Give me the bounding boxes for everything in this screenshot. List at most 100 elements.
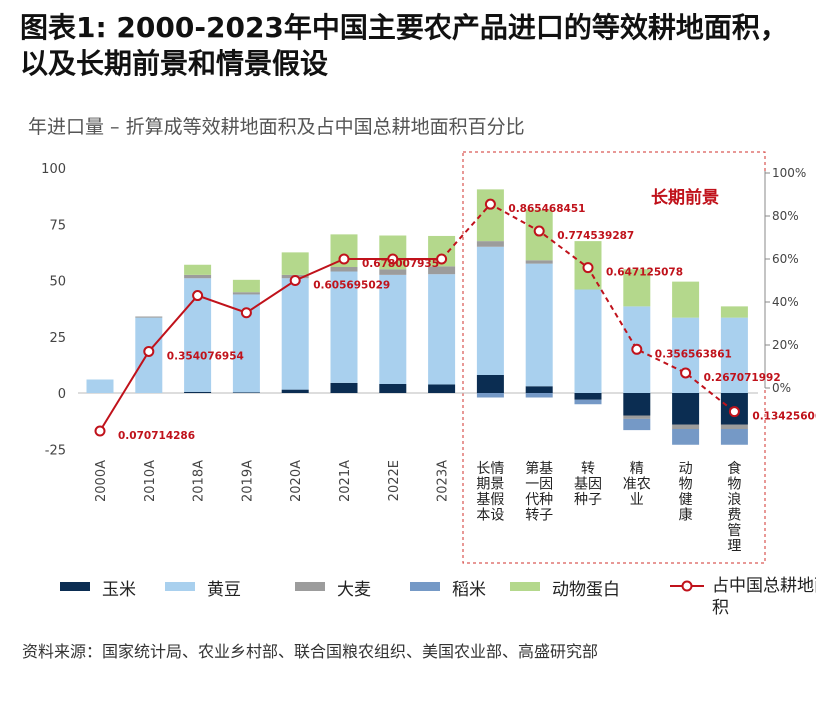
legend-label: 黄豆: [207, 580, 241, 600]
line-point: [436, 253, 448, 265]
category-label: 2010A: [143, 460, 158, 502]
line-point: [533, 225, 545, 237]
legend-item: 稻米: [410, 575, 486, 600]
line-point: [484, 198, 496, 210]
line-point: [338, 253, 350, 265]
bar-segment: [672, 429, 700, 445]
bar-segment: [379, 269, 407, 275]
line-point: [680, 367, 692, 379]
axes: -25 0 25 50 75 100 0% 20% 40% 60% 80% 100%: [41, 162, 806, 458]
bar-segment: [525, 260, 553, 264]
line-data-label: 0.865468451: [508, 203, 585, 215]
bar-segment: [428, 384, 456, 393]
y-right-tick-label: 100%: [772, 166, 806, 180]
category-label: 转子: [525, 508, 553, 524]
bar-segment: [330, 271, 358, 383]
bar-segment: [476, 393, 504, 398]
y-left-tick-label: 75: [49, 218, 66, 233]
line-point: [94, 425, 106, 437]
y-left-tick-label: 50: [49, 275, 66, 290]
legend-label: 动物蛋白: [552, 580, 620, 600]
share-line: [94, 198, 740, 437]
line-data-label: 0.134256063: [752, 411, 816, 423]
category-label: 康: [679, 507, 693, 524]
category-label: 2023A: [436, 460, 451, 502]
legend-label: 大麦: [337, 580, 371, 600]
category-label: 2000A: [94, 460, 109, 502]
y-right-tick-label: 60%: [772, 252, 799, 266]
category-label: 费: [727, 508, 741, 524]
bar-segment: [476, 375, 504, 393]
category-label: 物: [727, 477, 741, 493]
legend-swatch: [60, 582, 90, 591]
line-data-label: 0.647125078: [606, 267, 683, 279]
category-label: 代种: [525, 492, 553, 508]
bar-segment: [330, 382, 358, 393]
category-label: 一因: [525, 477, 553, 493]
bar-segment: [281, 278, 309, 390]
bar-segment: [184, 391, 212, 393]
bar-segment: [574, 289, 602, 393]
bar-segment: [623, 393, 651, 416]
bar-segment: [720, 429, 748, 445]
y-right-tick-label: 20%: [772, 338, 799, 352]
data-labels: 0.070714286 0.354076954 0.605695029 0.67800…: [118, 203, 816, 442]
category-label: 2021A: [338, 460, 353, 502]
y-right-tick-label: 40%: [772, 295, 799, 309]
legend-swatch: [670, 575, 704, 595]
category-label: 2018A: [192, 460, 207, 502]
legend-swatch: [165, 582, 195, 591]
category-label: 业: [630, 492, 644, 508]
category-label: 管: [727, 523, 741, 539]
y-left-tick-label: 0: [58, 387, 66, 402]
bar-segment: [232, 392, 260, 393]
bar-segment: [428, 266, 456, 275]
bar-segment: [379, 384, 407, 393]
category-label: 健: [679, 492, 693, 508]
line-data-label: 0.678007935: [362, 258, 439, 270]
legend-item: 动物蛋白: [510, 575, 620, 600]
line-point: [289, 275, 301, 286]
chart-title: 图表1: 2000-2023年中国主要农产品进口的等效耕地面积，以及长期前景和情…: [20, 11, 788, 80]
y-left-tick-label: 100: [41, 162, 66, 177]
legend-item: 大麦: [295, 575, 371, 600]
bar-segment: [281, 252, 309, 275]
y-right-tick-label: 80%: [772, 209, 799, 223]
bar-segment: [672, 281, 700, 318]
bar-segment: [574, 393, 602, 400]
stacked-bar-line-chart: 长期前景 -25 0 25 50 75 100 0% 20% 40% 60% 80% 100% 0.0…: [41, 151, 816, 564]
line-point: [192, 290, 204, 302]
bar-segment: [184, 274, 212, 279]
bar-segment: [184, 264, 212, 275]
bar-segment: [623, 418, 651, 431]
line-data-label: 0.267071992: [704, 372, 781, 384]
category-label: 精: [630, 461, 644, 477]
bar-segment: [476, 241, 504, 247]
legend: 玉米 黄豆 大麦 稻米 动物蛋白 占中国总耕地面积: [60, 575, 816, 625]
line-data-label: 0.354076954: [167, 350, 244, 362]
legend-label: 玉米: [102, 580, 136, 600]
category-label: 基假: [476, 491, 504, 508]
source-note: 资料来源：国家统计局、农业乡村部、联合国粮农组织、美国农业部、高盛研究部: [22, 642, 599, 661]
category-label: 物: [679, 477, 693, 493]
legend-swatch: [410, 582, 440, 591]
line-data-label: 0.356563861: [655, 348, 732, 360]
legend-label: 稻米: [452, 580, 486, 600]
bar-segment: [232, 279, 260, 293]
category-label: 本设: [476, 508, 504, 524]
line-point: [582, 262, 594, 274]
category-labels: 2000A 2010A 2018A 2019A 2020A 2021A 2022E 2023A…: [94, 460, 741, 555]
bar-segment: [574, 399, 602, 405]
category-label: 动: [679, 461, 693, 477]
bar-segment: [525, 393, 553, 398]
category-label: 转: [581, 461, 595, 477]
chart-subtitle: 年进口量 – 折算成等效耕地面积及占中国总耕地面积百分比: [28, 116, 525, 138]
legend-item: 黄豆: [165, 575, 241, 600]
bar-segment: [525, 263, 553, 387]
legend-label: 占中国总耕地面积: [712, 576, 816, 618]
legend-swatch: [295, 582, 325, 591]
bar-segment: [476, 246, 504, 375]
legend-item: 玉米: [60, 575, 136, 600]
category-label: 2020A: [289, 460, 304, 502]
bar-segment: [720, 424, 748, 429]
